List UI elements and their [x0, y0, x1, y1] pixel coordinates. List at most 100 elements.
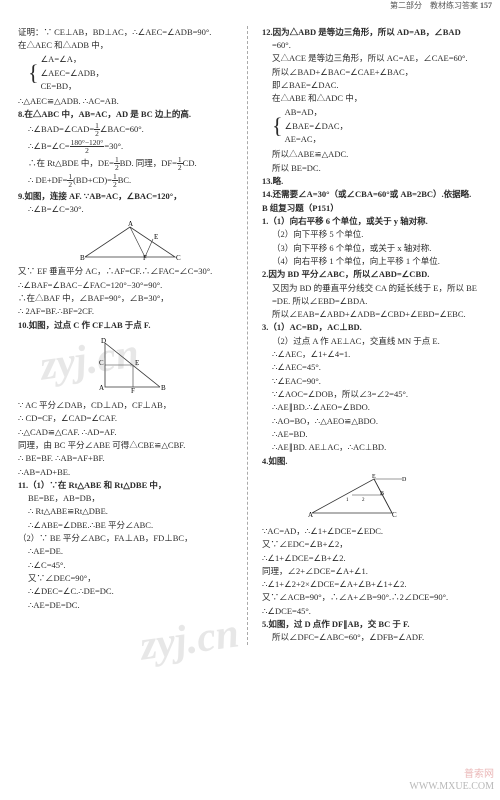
- brace-item: ∠A=∠A，: [41, 53, 104, 65]
- text-line: 又∵∠EDC=∠B+∠2，: [262, 538, 486, 550]
- brace-item: ∠BAE=∠DAC，: [285, 120, 348, 132]
- problem-13: 13.略.: [262, 175, 486, 187]
- text-line: ∴∠BAF=∠BAC−∠FAC=120°−30°=90°.: [18, 279, 241, 291]
- text-line: ∴ DE+DF=12(BD+CD)=12BC.: [18, 173, 241, 189]
- text-line: （2）向下平移 5 个单位.: [262, 228, 486, 240]
- problem-14: 14.还需要∠A=30°（或∠CBA=60°或 AB=2BC）.依据略.: [262, 188, 486, 200]
- text-line: 所以△ABE≌△ADC.: [262, 148, 486, 160]
- text-line: ∴△CAD≌△CAF. ∴AD=AF.: [18, 426, 241, 438]
- problem-10: 10.如图，过点 C 作 CF⊥AB 于点 F.: [18, 319, 241, 331]
- text-line: 在△ABE 和△ADC 中，: [262, 92, 486, 104]
- text-line: 在△AEC 和△ADB 中，: [18, 39, 241, 51]
- problem-b1: 1.（1）向右平移 6 个单位，或关于 y 轴对称.: [262, 215, 486, 227]
- text-line: （2）∵ BE 平分∠ABC，FA⊥AB，FD⊥BC，: [18, 532, 241, 544]
- text-line: ∴∠DEC=∠C.∴DE=DC.: [18, 585, 241, 597]
- text-line: ∴∠1+∠2+2×∠DCE=∠A+∠B+∠1+∠2.: [262, 578, 486, 590]
- text-line: 所以∠EAB=∠ABD+∠ADB=∠CBD+∠EBD=∠EBC.: [262, 308, 486, 320]
- text-line: 又∵ EF 垂直平分 AC，∴AF=CF.∴∠FAC=∠C=30°.: [18, 265, 241, 277]
- text-line: ∴ BE=BF. ∴AB=AF+BF.: [18, 452, 241, 464]
- text-line: 即∠BAE=∠DAC.: [262, 79, 486, 91]
- brace-item: AE=AC，: [285, 133, 348, 145]
- text-line: ∵∠AOC=∠DOB，所以∠3=∠2=45°.: [262, 388, 486, 400]
- svg-text:F: F: [143, 254, 147, 261]
- brace-icon: {: [28, 53, 39, 93]
- svg-text:B: B: [380, 491, 384, 497]
- text-line: ∴AB=AD+BE.: [18, 466, 241, 478]
- text-line: ∴AE∥BD. AE⊥AC，∴AC⊥BD.: [262, 441, 486, 453]
- problem-b3: 3.（1）AC=BD，AC⊥BD.: [262, 321, 486, 333]
- svg-text:C: C: [176, 254, 181, 261]
- proof-line: 证明：∵ CE⊥AB，BD⊥AC，∴∠AEC=∠ADB=90°.: [18, 26, 241, 38]
- header-section: 第二部分 教材练习答案: [390, 1, 478, 10]
- text-line: 同理，由 BC 平分∠ABE 可得△CBE≌△CBF.: [18, 439, 241, 451]
- svg-text:A: A: [99, 384, 104, 392]
- text-line: 同理，∠2+∠DCE=∠A+∠1.: [262, 565, 486, 577]
- text-line: ∵∠EAC=90°.: [262, 375, 486, 387]
- problem-9: 9.如图，连接 AF. ∵AB=AC，∠BAC=120°，: [18, 190, 241, 202]
- svg-text:E: E: [372, 474, 376, 480]
- text-line: （2）过点 A 作 AE⊥AC，交直线 MN 于点 E.: [262, 335, 486, 347]
- text-line: 又因为 BD 的垂直平分线交 CA 的延长线于 E，所以 BE: [262, 282, 486, 294]
- text-line: ∴∠C=45°.: [18, 559, 241, 571]
- text-line: ∴△AEC≌△ADB. ∴AC=AB.: [18, 95, 241, 107]
- text-line: ∵AC=AD，∴∠1+∠DCE=∠EDC.: [262, 525, 486, 537]
- svg-text:A: A: [128, 220, 133, 228]
- text-line: ∴AO=BO，∴△AEO≌△BDO.: [262, 415, 486, 427]
- page-body: 证明：∵ CE⊥AB，BD⊥AC，∴∠AEC=∠ADB=90°. 在△AEC 和…: [0, 16, 500, 655]
- svg-text:2: 2: [362, 498, 365, 503]
- text-line: ∴∠DCE=45°.: [262, 605, 486, 617]
- text-line: ∴AE∥BD.∴∠AEO=∠BDO.: [262, 401, 486, 413]
- brace-item: AB=AD，: [285, 106, 348, 118]
- figure-triangle-1: A B C E F: [75, 219, 185, 261]
- svg-text:E: E: [154, 233, 158, 241]
- problem-b4: 4.如图.: [262, 455, 486, 467]
- problem-11: 11.（1）∵在 Rt△ABE 和 Rt△DBE 中，: [18, 479, 241, 491]
- text-line: ∴ 2AF=BF.∴BF=2CF.: [18, 305, 241, 317]
- text-line: ∴∠BAD=∠CAD=12∠BAC=60°.: [18, 122, 241, 138]
- right-column: 12.因为△ABD 是等边三角形，所以 AD=AB，∠BAD =60°. 又△A…: [256, 26, 486, 645]
- text-line: ∴AE=DE=DC.: [18, 599, 241, 611]
- text-line: BE=BE，AB=DB，: [18, 492, 241, 504]
- brace-group: { ∠A=∠A， ∠AEC=∠ADB， CE=BD，: [28, 53, 241, 93]
- svg-text:B: B: [161, 384, 166, 392]
- figure-triangle-3: A C E D B 1 2: [302, 471, 422, 521]
- svg-text:D: D: [101, 337, 106, 345]
- svg-text:C: C: [392, 511, 397, 519]
- text-line: 又∵∠DEC=90°，: [18, 572, 241, 584]
- problem-b5: 5.如图，过 D 点作 DF∥AB，交 BC 于 F.: [262, 618, 486, 630]
- page-number: 157: [480, 1, 492, 10]
- text-line: （4）向右平移 1 个单位，向上平移 1 个单位.: [262, 255, 486, 267]
- brace-item: ∠AEC=∠ADB，: [41, 67, 104, 79]
- text-line: ∴∠AEC=45°.: [262, 361, 486, 373]
- footer-url: WWW.MXUE.COM: [409, 780, 494, 795]
- text-line: 又∵∠ACB=90°，∴∠A+∠B=90°.∴2∠DCE=90°.: [262, 591, 486, 603]
- text-line: ∴ Rt△ABE≌Rt△DBE.: [18, 505, 241, 517]
- figure-triangle-2: D C A F B E: [85, 335, 175, 395]
- text-line: 所以 BE=DC.: [262, 162, 486, 174]
- left-column: 证明：∵ CE⊥AB，BD⊥AC，∴∠AEC=∠ADB=90°. 在△AEC 和…: [18, 26, 248, 645]
- section-b: B 组复习题（P151）: [262, 202, 486, 214]
- svg-text:1: 1: [346, 498, 349, 503]
- text-line: ∴ CD=CF，∠CAD=∠CAF.: [18, 412, 241, 424]
- text-line: ∴∠AEC，∠1+∠4=1.: [262, 348, 486, 360]
- text-line: =DE. 所以∠EBD=∠BDA.: [262, 295, 486, 307]
- svg-text:B: B: [80, 254, 85, 261]
- brace-group: { AB=AD， ∠BAE=∠DAC， AE=AC，: [272, 106, 486, 146]
- text-line: ∴∠B=∠C=30°.: [18, 203, 241, 215]
- svg-text:A: A: [308, 511, 313, 519]
- text-line: =60°.: [262, 39, 486, 51]
- svg-text:C: C: [99, 359, 104, 367]
- text-line: ∴∠1+∠DCE=∠B+∠2.: [262, 552, 486, 564]
- text-line: ∵ AC 平分∠DAB，CD⊥AD，CF⊥AB，: [18, 399, 241, 411]
- text-line: 所以∠DFC=∠ABC=60°，∠DFB=∠ADF.: [262, 631, 486, 643]
- brace-item: CE=BD，: [41, 80, 104, 92]
- problem-b2: 2.因为 BD 平分∠ABC，所以∠ABD=∠CBD.: [262, 268, 486, 280]
- svg-text:D: D: [402, 477, 407, 483]
- problem-12: 12.因为△ABD 是等边三角形，所以 AD=AB，∠BAD: [262, 26, 486, 38]
- svg-text:F: F: [131, 387, 135, 395]
- text-line: ∴AE=DE.: [18, 545, 241, 557]
- text-line: ∴∠ABE=∠DBE.∴BE 平分∠ABC.: [18, 519, 241, 531]
- text-line: ∴AE=BD.: [262, 428, 486, 440]
- svg-text:E: E: [135, 359, 139, 367]
- text-line: 又△ACE 是等边三角形，所以 AC=AE，∠CAE=60°.: [262, 52, 486, 64]
